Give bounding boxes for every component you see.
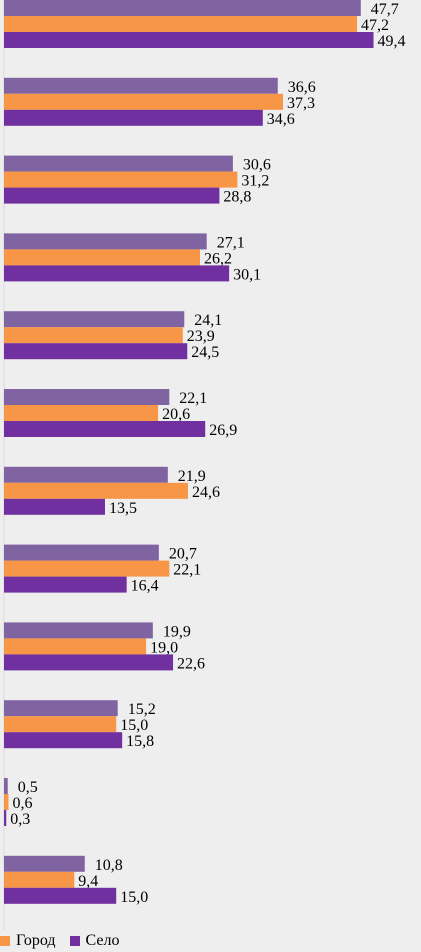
data-label-s2-g1: 47,2 — [361, 17, 389, 34]
data-label-s3-g8: 16,4 — [131, 578, 159, 595]
bar-s3-g1 — [4, 32, 374, 48]
bar-s3-g6 — [4, 421, 206, 437]
bar-s1-g4 — [4, 233, 207, 250]
data-label-s3-g3: 28,8 — [223, 189, 251, 206]
data-label-s1-g5: 24,1 — [194, 312, 222, 329]
data-label-s3-g1: 49,4 — [378, 33, 406, 50]
data-label-s1-g7: 21,9 — [178, 468, 206, 485]
legend-label-selo: Село — [85, 932, 120, 949]
data-label-s1-g12: 10,8 — [95, 857, 123, 874]
data-label-s2-g7: 24,6 — [192, 484, 220, 501]
data-label-s3-g7: 13,5 — [109, 500, 137, 517]
data-label-s1-g8: 20,7 — [169, 546, 197, 563]
data-label-s1-g2: 36,6 — [288, 79, 316, 96]
bar-s2-g1 — [4, 16, 358, 32]
bar-s1-g7 — [4, 466, 168, 483]
data-label-s1-g3: 30,6 — [243, 157, 271, 174]
bar-s2-g5 — [4, 327, 183, 344]
data-label-s2-g8: 22,1 — [173, 562, 201, 579]
legend-item-gorod: Город — [0, 932, 56, 950]
bar-s3-g3 — [4, 187, 220, 204]
data-label-s3-g10: 15,8 — [126, 733, 154, 750]
bar-chart-svg: 47,747,249,4 36,637,334,6 30,631,228,8 27,1… — [3, 0, 406, 930]
data-label-s1-g9: 19,9 — [163, 623, 191, 640]
data-label-s3-g2: 34,6 — [267, 111, 295, 128]
bar-s2-g11 — [4, 794, 9, 810]
data-label-s2-g3: 31,2 — [241, 173, 269, 190]
bar-s2-g9 — [4, 638, 147, 655]
data-label-s2-g2: 37,3 — [287, 95, 315, 112]
data-label-s2-g9: 19,0 — [150, 639, 178, 656]
data-label-s3-g5: 24,5 — [191, 344, 219, 361]
bar-s2-g2 — [4, 93, 284, 110]
bar-s1-g6 — [4, 389, 170, 405]
bar-s2-g3 — [4, 171, 238, 188]
data-label-s3-g9: 22,6 — [177, 655, 205, 672]
legend-swatch-gorod — [0, 936, 10, 946]
bar-s2-g8 — [4, 560, 170, 577]
bar-s1-g5 — [4, 311, 185, 328]
bar-s3-g9 — [4, 654, 174, 671]
data-label-s2-g5: 23,9 — [187, 328, 215, 345]
bar-s3-g8 — [4, 576, 127, 593]
data-label-s3-g4: 30,1 — [233, 266, 261, 283]
data-label-s1-g6: 22,1 — [179, 390, 207, 407]
data-label-s3-g6: 26,9 — [209, 422, 237, 439]
legend-label-gorod: Город — [16, 932, 56, 949]
data-label-s2-g10: 15,0 — [120, 717, 148, 734]
data-label-s2-g12: 9,4 — [78, 873, 98, 890]
bar-s1-g9 — [4, 622, 153, 639]
data-label-s1-g10: 15,2 — [128, 701, 156, 718]
bar-s2-g4 — [4, 249, 200, 266]
legend: Город Село — [0, 930, 133, 952]
bar-s2-g12 — [4, 871, 75, 888]
bar-s1-g3 — [4, 155, 233, 172]
bar-s2-g7 — [4, 482, 189, 499]
data-label-s1-g4: 27,1 — [217, 234, 245, 251]
legend-swatch-selo — [69, 936, 80, 946]
bar-s2-g6 — [4, 405, 159, 421]
data-label-s3-g12: 15,0 — [120, 889, 148, 906]
bar-s3-g7 — [4, 498, 105, 515]
bar-s3-g5 — [4, 343, 188, 360]
bar-s1-g1 — [4, 0, 361, 16]
bar-s3-g2 — [4, 109, 263, 126]
bar-s3-g4 — [4, 265, 230, 282]
bar-s1-g8 — [4, 544, 159, 561]
bar-s1-g12 — [4, 855, 85, 872]
data-label-s1-g11: 0,5 — [18, 779, 38, 796]
legend-item-selo: Село — [69, 932, 120, 950]
bar-s1-g10 — [4, 700, 118, 717]
bar-s3-g11 — [4, 810, 7, 826]
bar-s1-g11 — [4, 778, 8, 794]
data-label-s2-g4: 26,2 — [204, 250, 232, 267]
data-label-s2-g11: 0,6 — [12, 795, 32, 812]
bar-s3-g12 — [4, 887, 117, 904]
bar-s3-g10 — [4, 732, 123, 749]
data-label-s1-g1: 47,7 — [371, 1, 399, 18]
bar-s1-g2 — [4, 77, 278, 94]
data-label-s3-g11: 0,3 — [10, 811, 30, 828]
bar-s2-g10 — [4, 716, 117, 733]
data-label-s2-g6: 20,6 — [162, 406, 190, 423]
